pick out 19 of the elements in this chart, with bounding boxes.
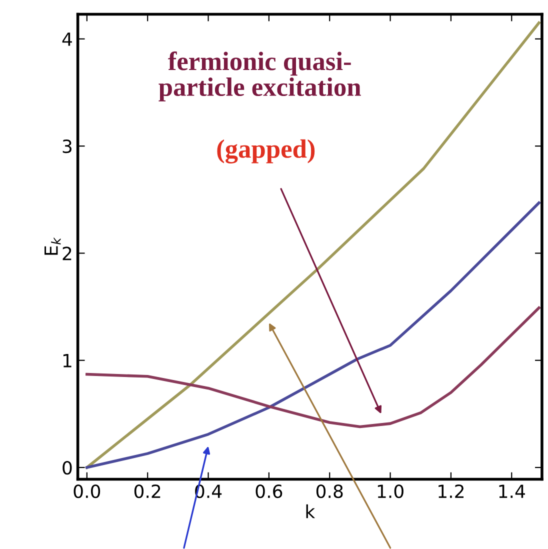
annotation: (gapped) <box>217 139 315 164</box>
x-tick-label: 0.2 <box>134 484 160 498</box>
y-tick-label: 0 <box>62 460 72 475</box>
x-tick-label: 0.8 <box>316 484 343 498</box>
annotation: fermionic quasi- particle excitation <box>158 51 361 102</box>
y-axis-title: E$_{k}$ <box>44 237 61 255</box>
x-tick-label: 0.0 <box>74 484 100 498</box>
x-tick-label: 0.6 <box>256 484 282 498</box>
line-series <box>86 201 540 469</box>
x-tick-label: 1.4 <box>499 484 525 498</box>
y-tick-label: 2 <box>62 246 72 260</box>
y-tick-label: 1 <box>63 354 72 368</box>
line-series <box>86 306 540 428</box>
line-series <box>86 21 540 469</box>
x-axis-title: k <box>306 504 316 518</box>
y-tick-label: 4 <box>62 32 72 46</box>
x-tick-label: 1.2 <box>438 484 464 498</box>
y-tick-label: 3 <box>62 140 72 154</box>
x-tick-label: 1.0 <box>378 484 404 498</box>
